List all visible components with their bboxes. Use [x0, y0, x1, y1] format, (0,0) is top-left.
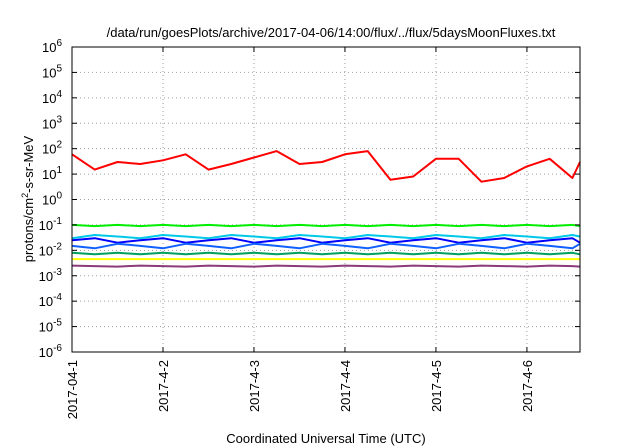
- series-line-2: [71, 234, 581, 240]
- y-tick-label: 10-6: [39, 343, 63, 360]
- y-tick-label: 10-3: [39, 267, 63, 284]
- y-tick-label: 106: [42, 38, 62, 55]
- series-line-5: [71, 251, 581, 256]
- x-tick-label: 2017-4-6: [520, 360, 535, 412]
- grid: [72, 47, 580, 352]
- y-tick-label: 10-4: [39, 292, 63, 309]
- x-tick-label: 2017-4-3: [247, 360, 262, 412]
- x-tick-label: 2017-4-2: [156, 360, 171, 412]
- y-axis: 10-6 10-5 10-4 10-3 10-2 10-1 100 101 102 103 104 1…: [39, 38, 580, 360]
- chart-title: /data/run/goesPlots/archive/2017-04-06/1…: [107, 25, 556, 40]
- x-tick-label: 2017-04-1: [65, 360, 80, 419]
- y-tick-label: 10-1: [39, 216, 63, 233]
- y-tick-label: 10-2: [39, 241, 63, 258]
- y-tick-label: 101: [42, 165, 62, 182]
- x-axis: 2017-04-1 2017-4-2 2017-4-3 2017-4-4 2017-4-…: [65, 47, 535, 419]
- series-line-3: [71, 237, 581, 244]
- series-line-7: [71, 264, 581, 268]
- y-tick-label: 103: [42, 114, 62, 131]
- series-line-0: [71, 150, 581, 183]
- y-tick-label: 10-5: [39, 318, 63, 335]
- x-tick-label: 2017-4-5: [429, 360, 444, 412]
- x-tick-label: 2017-4-4: [338, 360, 353, 412]
- y-tick-label: 102: [42, 140, 62, 157]
- x-axis-label: Coordinated Universal Time (UTC): [226, 431, 425, 446]
- y-tick-label: 105: [42, 63, 62, 80]
- series-line-4: [71, 242, 581, 250]
- y-tick-label: 104: [42, 89, 62, 106]
- series-lines: [71, 150, 581, 268]
- y-axis-label: protons/cm2-s-sr-MeV: [20, 135, 36, 262]
- y-tick-label: 100: [42, 191, 62, 208]
- series-line-1: [71, 223, 581, 228]
